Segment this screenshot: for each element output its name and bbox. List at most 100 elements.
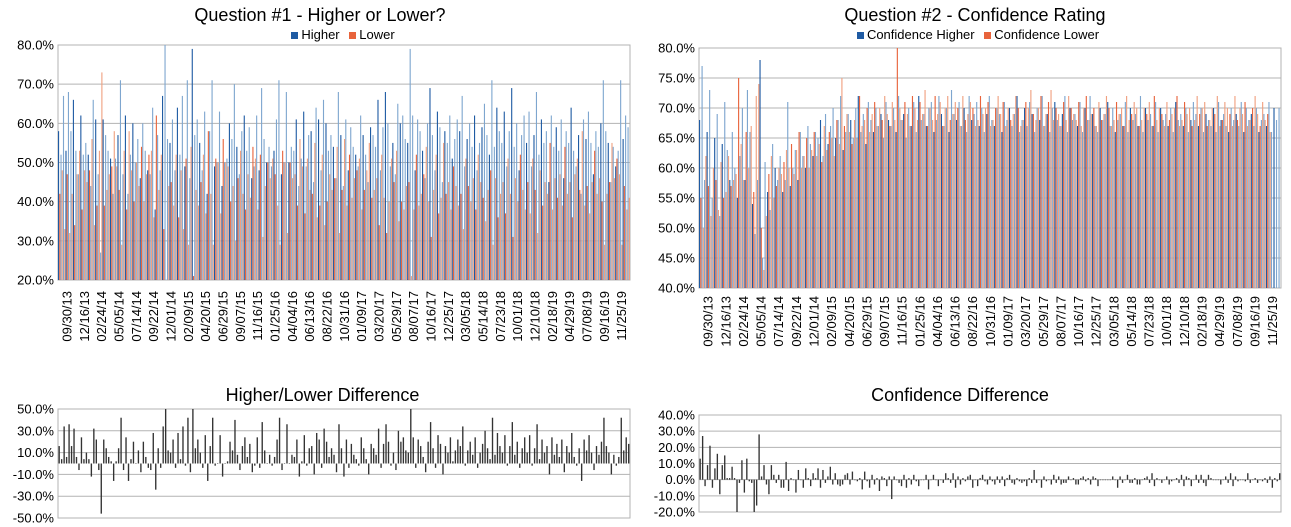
bar-lower <box>79 150 81 280</box>
bar-difference <box>1232 479 1234 487</box>
bar-difference <box>1043 476 1045 480</box>
bar-higher <box>149 174 151 280</box>
bar-lower <box>1017 108 1019 288</box>
bar-higher <box>1099 108 1101 288</box>
bar-higher <box>824 114 827 288</box>
bar-higher <box>238 174 240 280</box>
bar-difference <box>1141 479 1143 481</box>
bar-difference <box>1023 479 1025 482</box>
bar-difference <box>699 458 701 480</box>
bar-difference <box>192 409 194 464</box>
bar-difference <box>90 463 93 477</box>
bar-difference <box>459 446 461 464</box>
bar-lower <box>254 158 256 280</box>
legend-swatch-higher <box>291 31 299 39</box>
bar-lower <box>334 178 336 280</box>
bar-higher <box>575 166 577 280</box>
bar-lower <box>381 154 383 280</box>
bar-higher <box>955 120 958 288</box>
bar-difference <box>782 479 785 488</box>
bar-difference <box>1261 479 1264 482</box>
bar-lower <box>1226 108 1228 288</box>
bar-lower <box>287 233 289 280</box>
bar-lower <box>821 162 823 288</box>
bar-difference <box>770 465 773 480</box>
bar-difference <box>927 479 930 490</box>
bar-lower <box>178 217 180 280</box>
bar-lower <box>519 154 521 280</box>
y-axis: 80.0%70.0%60.0%50.0%40.0%30.0%20.0% <box>17 38 54 288</box>
bar-lower <box>348 154 351 280</box>
bar-lower <box>770 156 772 288</box>
bar-difference <box>239 463 241 471</box>
bar-higher <box>714 138 716 288</box>
bar-difference <box>355 459 357 464</box>
bar-higher <box>166 139 169 280</box>
bar-higher <box>749 132 751 288</box>
x-tick-label: 09/22/14 <box>789 296 804 347</box>
bar-difference <box>481 443 484 464</box>
bar-lower <box>1095 126 1097 288</box>
legend-label-higher: Higher <box>301 27 340 42</box>
bar-difference <box>792 479 795 481</box>
bar-lower <box>564 146 566 280</box>
bar-higher <box>226 158 228 280</box>
bar-lower <box>982 114 984 288</box>
bar-lower <box>423 174 425 280</box>
bar-lower <box>415 154 417 280</box>
bar-higher <box>1056 120 1058 288</box>
bar-lower <box>1115 102 1118 288</box>
bar-lower <box>274 174 276 280</box>
bar-higher <box>612 146 614 280</box>
bar-higher <box>587 111 590 280</box>
bar-difference <box>822 469 824 480</box>
bar-higher <box>772 144 774 288</box>
bar-higher <box>1107 102 1109 288</box>
bar-lower <box>202 154 204 280</box>
bar-difference <box>251 463 253 473</box>
bar-difference <box>1173 479 1175 481</box>
bar-difference <box>442 463 444 475</box>
bar-difference <box>1139 479 1141 485</box>
bar-lower <box>1080 126 1082 288</box>
bar-difference <box>969 474 971 480</box>
bar-difference <box>910 479 913 485</box>
bar-lower <box>559 174 561 280</box>
bar-lower <box>267 162 269 280</box>
bar-higher <box>845 132 847 288</box>
bar-difference <box>989 476 991 480</box>
bar-difference <box>625 437 627 464</box>
bar-difference <box>221 463 224 477</box>
bar-lower <box>242 193 244 280</box>
bar-higher <box>511 88 513 280</box>
bar-lower <box>964 120 966 288</box>
bar-higher <box>1172 132 1174 288</box>
bar-higher <box>75 150 77 280</box>
bar-lower <box>368 142 370 280</box>
bar-higher <box>804 168 806 288</box>
bar-lower <box>205 213 207 280</box>
bar-higher <box>847 114 849 288</box>
bar-difference <box>536 424 538 464</box>
bar-lower <box>1065 120 1067 288</box>
bar-lower <box>116 166 118 280</box>
bar-difference <box>1264 478 1266 480</box>
bar-higher <box>1054 102 1056 288</box>
bar-higher <box>777 180 779 288</box>
bar-higher <box>454 139 456 280</box>
bar-lower <box>326 201 328 280</box>
bar-difference <box>429 422 432 464</box>
x-tick-label: 07/14/14 <box>771 296 786 347</box>
bar-higher <box>1200 108 1202 288</box>
bar-difference <box>273 456 276 464</box>
bar-lower <box>1138 126 1140 288</box>
bar-lower <box>346 205 348 280</box>
bar-lower <box>959 126 961 288</box>
bar-lower <box>410 276 412 280</box>
bar-difference <box>566 446 568 464</box>
bar-difference <box>100 463 102 514</box>
bar-difference <box>380 463 382 468</box>
bar-lower <box>467 186 469 280</box>
bar-difference <box>1190 479 1192 487</box>
bar-difference <box>1045 479 1048 482</box>
